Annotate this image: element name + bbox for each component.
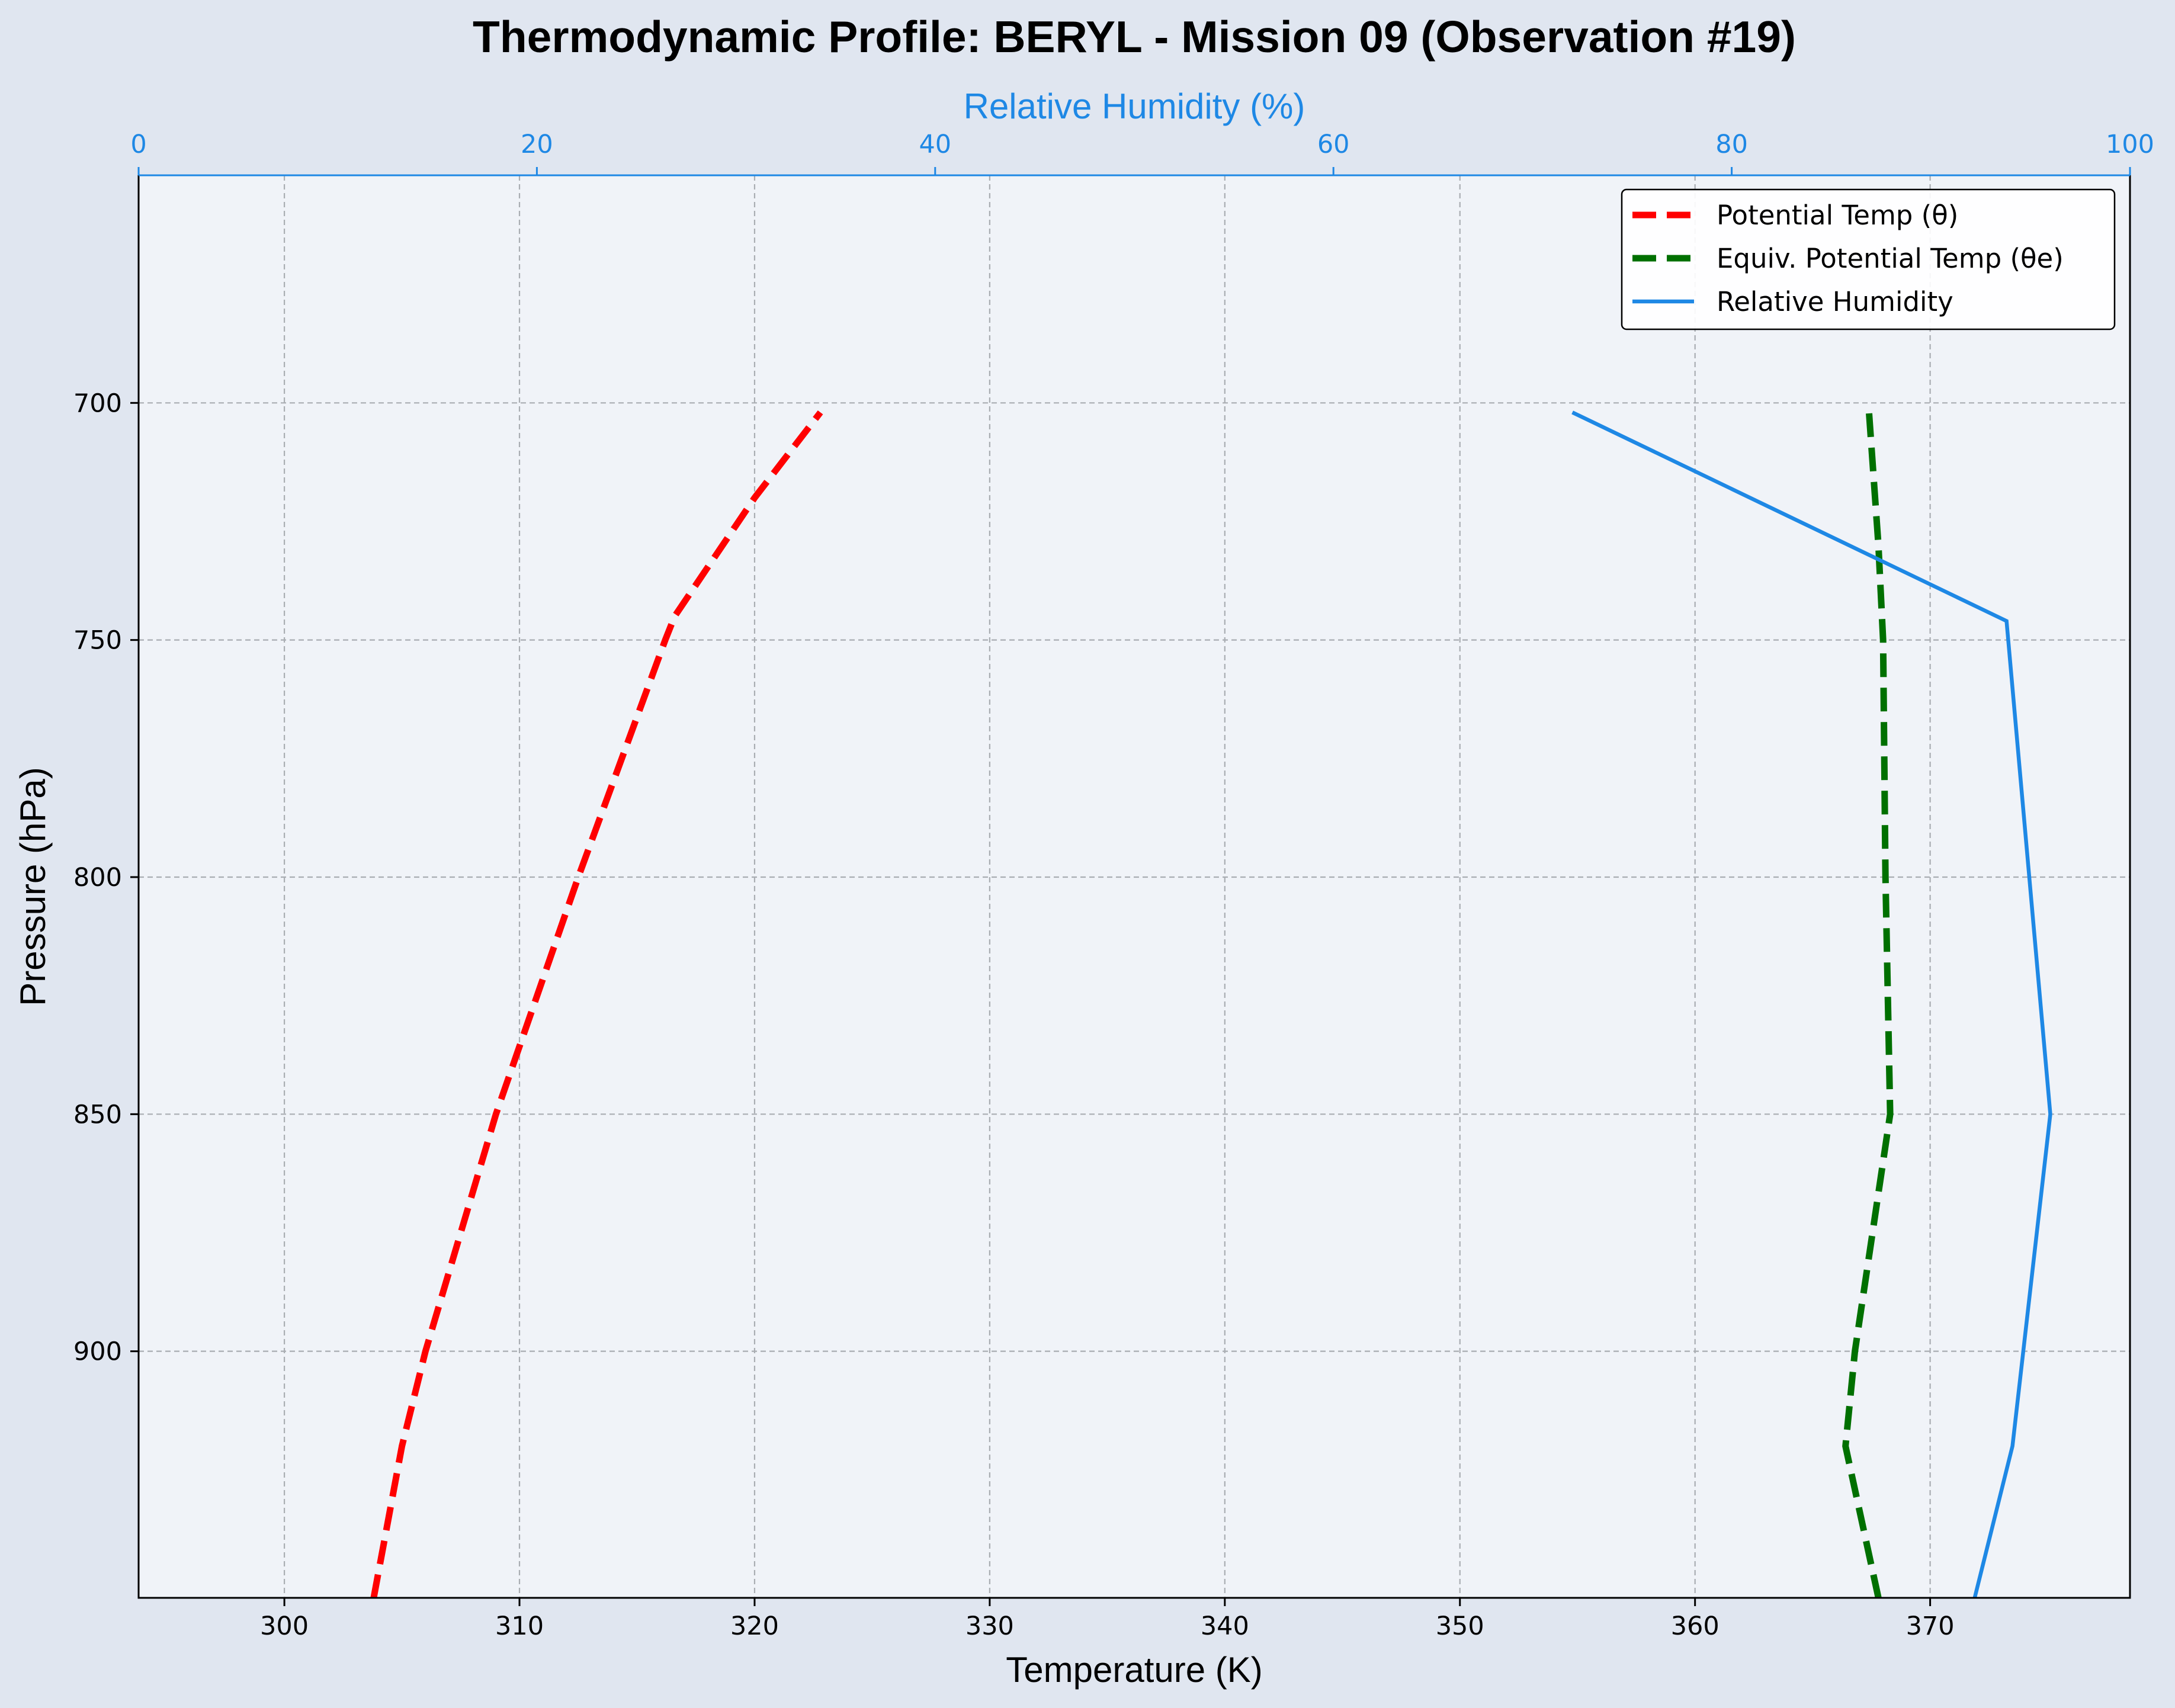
rh-tick-label: 80 [1715, 130, 1748, 159]
legend: Potential Temp (θ) Equiv. Potential Temp… [1621, 188, 2116, 330]
rh-tick-label: 0 [130, 130, 146, 159]
rh-tick-label: 40 [919, 130, 951, 159]
x-tick-label: 330 [965, 1611, 1014, 1641]
legend-label-equiv-potential-temp: Equiv. Potential Temp (θe) [1717, 243, 2064, 274]
x-tick-label: 320 [730, 1611, 779, 1641]
plot-area [139, 175, 2130, 1598]
rh-axis-label: Relative Humidity (%) [964, 86, 1305, 126]
x-tick-label: 300 [260, 1611, 309, 1641]
x-axis-label: Temperature (K) [1006, 1650, 1262, 1690]
series-layer [370, 410, 2052, 1599]
x-tick-label: 350 [1436, 1611, 1484, 1641]
x-tick-label: 310 [495, 1611, 544, 1641]
rh-tick-label: 100 [2106, 130, 2154, 159]
legend-label-relative-humidity: Relative Humidity [1717, 286, 1953, 317]
x-tick-label: 360 [1671, 1611, 1720, 1641]
grid-lines [139, 175, 2130, 1598]
rh-tick-label: 60 [1317, 130, 1350, 159]
y-tick-label: 750 [73, 626, 122, 656]
legend-box [1621, 188, 2116, 330]
y-tick-label: 850 [73, 1100, 122, 1129]
y-tick-label: 700 [73, 389, 122, 418]
rh-tick-label: 20 [521, 130, 553, 159]
y-tick-label: 900 [73, 1337, 122, 1367]
axis-ticks: 300 310 320 330 340 350 360 370 700 750 800 850 900 0… [73, 130, 2154, 1641]
legend-label-potential-temp: Potential Temp (θ) [1717, 200, 1958, 231]
series-line-2 [1571, 410, 2052, 1598]
y-axis-label: Pressure (hPa) [13, 767, 53, 1006]
y-tick-label: 800 [73, 863, 122, 892]
series-line-0 [370, 410, 823, 1599]
x-tick-label: 340 [1201, 1611, 1249, 1641]
x-tick-label: 370 [1906, 1611, 1955, 1641]
chart-title: Thermodynamic Profile: BERYL - Mission 0… [473, 12, 1796, 62]
